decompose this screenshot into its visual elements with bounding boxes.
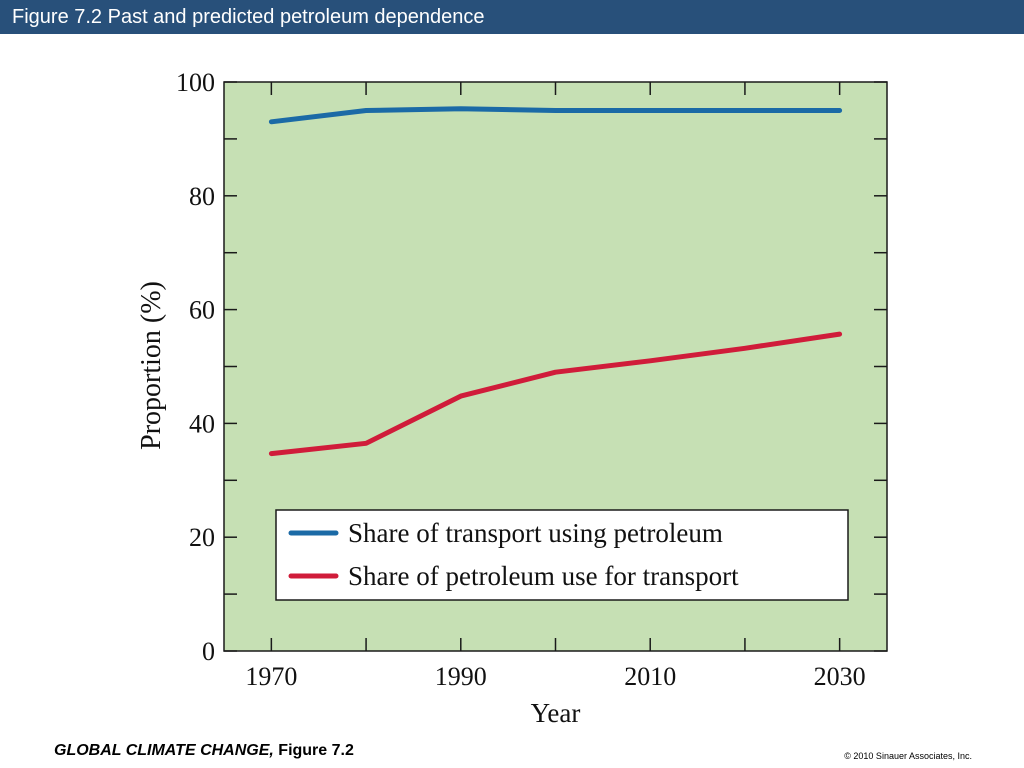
y-tick-label: 100: [176, 68, 215, 97]
y-tick-label: 40: [189, 409, 215, 438]
legend-box: [275, 509, 849, 601]
plot-frame: [223, 81, 888, 652]
book-title: GLOBAL CLIMATE CHANGE,: [54, 742, 274, 759]
y-tick-label: 60: [189, 296, 215, 325]
figure-reference: Figure 7.2: [273, 742, 354, 759]
slide-header: Figure 7.2 Past and predicted petroleum …: [0, 0, 1024, 34]
series-line-1: [268, 106, 843, 125]
y-tick-label: 0: [202, 637, 215, 666]
y-tick-labels: 0 20 40 60 80 100: [176, 68, 215, 666]
slide-title: Figure 7.2 Past and predicted petroleum …: [12, 6, 485, 28]
x-tick-label: 2010: [624, 662, 676, 691]
x-tick-label: 1970: [245, 662, 297, 691]
y-tick-label: 80: [189, 182, 215, 211]
legend-label: Share of transport using petroleum: [348, 518, 723, 548]
y-axis-label: Proportion (%): [136, 281, 167, 450]
x-tick-labels: 1970 1990 2010 2030: [245, 662, 865, 691]
copyright-notice: © 2010 Sinauer Associates, Inc.: [844, 751, 972, 761]
series-lines: [268, 106, 843, 457]
x-tick-label: 2030: [814, 662, 866, 691]
legend-label: Share of petroleum use for transport: [348, 561, 739, 591]
y-tick-label: 20: [189, 523, 215, 552]
axis-ticks: [224, 81, 887, 652]
book-credit: GLOBAL CLIMATE CHANGE, Figure 7.2: [54, 742, 354, 760]
legend: Share of transport using petroleum Share …: [275, 509, 849, 601]
series-line-2: [268, 331, 843, 457]
x-axis-label: Year: [531, 698, 581, 728]
x-tick-label: 1990: [435, 662, 487, 691]
